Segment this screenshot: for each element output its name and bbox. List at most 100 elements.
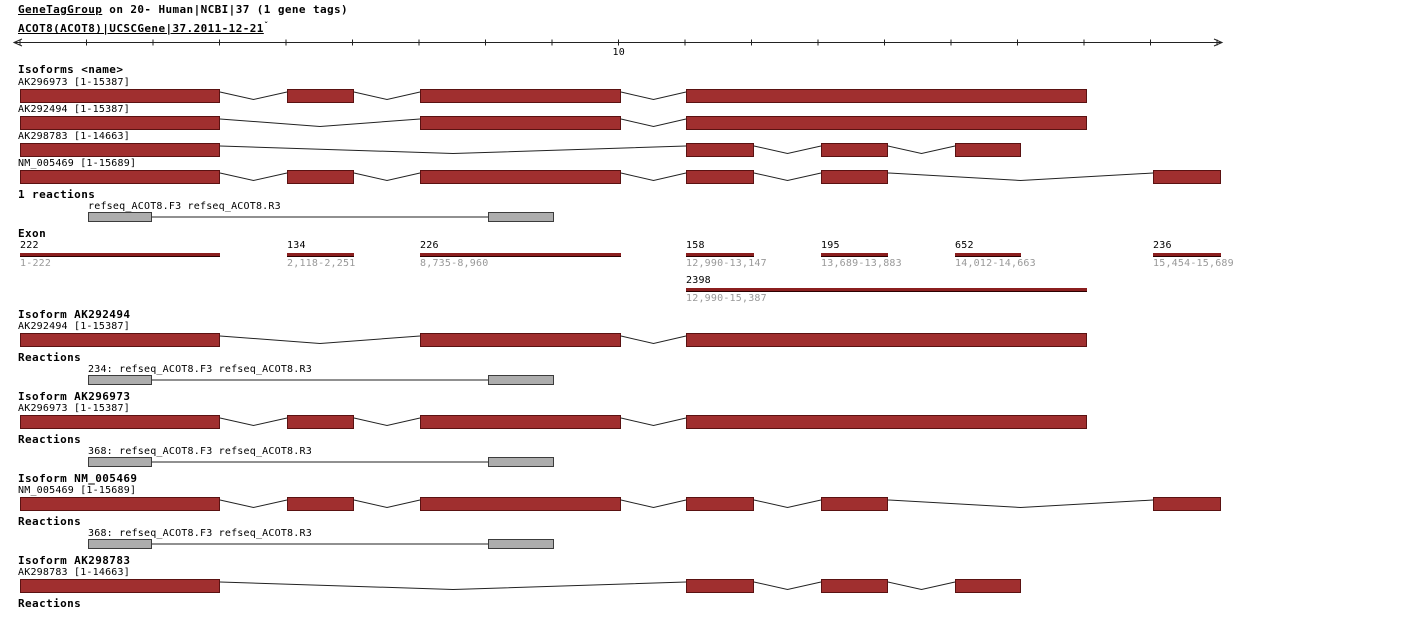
exon-box-AK292494-detail-2[interactable]	[420, 333, 621, 347]
exon-box-AK292494-3[interactable]	[686, 116, 1087, 130]
primer-box-2[interactable]	[488, 375, 554, 385]
intron-line	[353, 499, 421, 509]
exon-box-NM_005469-detail-6[interactable]	[1153, 497, 1221, 511]
exon-box-NM_005469-4[interactable]	[686, 170, 754, 184]
ruler-arrow-left	[12, 38, 23, 47]
isoform-label-AK296973-detail: AK296973 [1-15387]	[18, 403, 130, 414]
exon-box-AK296973-detail-1[interactable]	[20, 415, 220, 429]
primer-box-2[interactable]	[488, 539, 554, 549]
exon-length-label: 226	[420, 240, 439, 251]
exon-box-AK296973-detail-4[interactable]	[686, 415, 1087, 429]
reactions-count-heading: 1 reactions	[18, 188, 96, 201]
intron-line	[620, 417, 687, 427]
exon-box-NM_005469-2[interactable]	[287, 170, 354, 184]
gene-tag-group-link[interactable]: GeneTagGroup	[18, 3, 103, 16]
exon-range-label: 14,012-14,663	[955, 258, 1036, 269]
exon-box-NM_005469-detail-5[interactable]	[821, 497, 888, 511]
exon-heading: Exon	[18, 227, 47, 240]
intron-line	[753, 172, 822, 182]
exon-bar	[686, 288, 1087, 292]
exon-box-AK296973-3[interactable]	[420, 89, 621, 103]
exon-box-NM_005469-6[interactable]	[1153, 170, 1221, 184]
exon-box-AK296973-1[interactable]	[20, 89, 220, 103]
primer-box-2[interactable]	[488, 457, 554, 467]
exon-box-AK296973-detail-3[interactable]	[420, 415, 621, 429]
exon-length-label: 236	[1153, 240, 1172, 251]
exon-box-AK296973-4[interactable]	[686, 89, 1087, 103]
intron-line	[620, 335, 687, 345]
exon-range-label: 13,689-13,883	[821, 258, 902, 269]
exon-box-AK296973-2[interactable]	[287, 89, 354, 103]
view-title-rest: on 20- Human|NCBI|37 (1 gene tags)	[102, 3, 349, 16]
exon-length-label: 2398	[686, 275, 711, 286]
intron-line	[219, 118, 421, 128]
primer-box-1[interactable]	[88, 457, 152, 467]
exon-length-label: 222	[20, 240, 39, 251]
exon-range-label: 1-222	[20, 258, 52, 269]
exon-box-AK298783-detail-3[interactable]	[821, 579, 888, 593]
intron-line	[219, 581, 687, 591]
exon-bar	[955, 253, 1021, 257]
exon-bar	[686, 253, 754, 257]
isoform-label-AK292494-detail: AK292494 [1-15387]	[18, 321, 130, 332]
isoform-label-AK296973: AK296973 [1-15387]	[18, 77, 130, 88]
intron-line	[353, 417, 421, 427]
reactions-heading-4: Reactions	[18, 597, 82, 610]
ruler-major-label: 10	[612, 46, 625, 58]
exon-box-NM_005469-3[interactable]	[420, 170, 621, 184]
exon-bar	[420, 253, 621, 257]
exon-box-AK298783-detail-4[interactable]	[955, 579, 1021, 593]
exon-box-AK296973-detail-2[interactable]	[287, 415, 354, 429]
exon-box-AK292494-1[interactable]	[20, 116, 220, 130]
reactions-heading-3: Reactions	[18, 515, 82, 528]
exon-range-label: 8,735-8,960	[420, 258, 489, 269]
intron-line	[219, 91, 288, 101]
reaction-label: refseq_ACOT8.F3 refseq_ACOT8.R3	[88, 201, 281, 212]
exon-box-NM_005469-detail-4[interactable]	[686, 497, 754, 511]
exon-box-AK298783-2[interactable]	[686, 143, 754, 157]
exon-length-label: 158	[686, 240, 705, 251]
exon-length-label: 195	[821, 240, 840, 251]
reaction-label: 368: refseq_ACOT8.F3 refseq_ACOT8.R3	[88, 446, 312, 457]
intron-line	[887, 581, 956, 591]
exon-bar	[287, 253, 354, 257]
intron-line	[620, 499, 687, 509]
reaction-label: 368: refseq_ACOT8.F3 refseq_ACOT8.R3	[88, 528, 312, 539]
exon-box-AK298783-4[interactable]	[955, 143, 1021, 157]
intron-line	[887, 172, 1154, 182]
gene-title: ACOT8(ACOT8)|UCSCGene|37.2011-12-21ˇ	[18, 20, 269, 35]
intron-line	[353, 172, 421, 182]
exon-box-AK292494-2[interactable]	[420, 116, 621, 130]
primer-box-2[interactable]	[488, 212, 554, 222]
exon-box-NM_005469-5[interactable]	[821, 170, 888, 184]
isoform-label-NM_005469: NM_005469 [1-15689]	[18, 158, 137, 169]
primer-box-1[interactable]	[88, 539, 152, 549]
exon-box-AK298783-3[interactable]	[821, 143, 888, 157]
exon-box-NM_005469-detail-3[interactable]	[420, 497, 621, 511]
exon-box-AK298783-detail-1[interactable]	[20, 579, 220, 593]
intron-line	[353, 91, 421, 101]
exon-box-NM_005469-detail-1[interactable]	[20, 497, 220, 511]
reactions-heading-1: Reactions	[18, 351, 82, 364]
intron-line	[753, 581, 822, 591]
exon-range-label: 12,990-15,387	[686, 293, 767, 304]
reactions-heading-2: Reactions	[18, 433, 82, 446]
isoform-nm005469-heading: Isoform NM_005469	[18, 472, 138, 485]
primer-box-1[interactable]	[88, 212, 152, 222]
exon-box-AK292494-detail-3[interactable]	[686, 333, 1087, 347]
exon-range-label: 2,118-2,251	[287, 258, 356, 269]
intron-line	[887, 145, 956, 155]
isoform-label-AK298783-detail: AK298783 [1-14663]	[18, 567, 130, 578]
exon-length-label: 134	[287, 240, 306, 251]
intron-line	[219, 335, 421, 345]
primer-box-1[interactable]	[88, 375, 152, 385]
exon-box-AK298783-detail-2[interactable]	[686, 579, 754, 593]
gene-link[interactable]: ACOT8(ACOT8)|UCSCGene|37.2011-12-21	[18, 22, 264, 35]
exon-box-NM_005469-1[interactable]	[20, 170, 220, 184]
exon-box-AK292494-detail-1[interactable]	[20, 333, 220, 347]
exon-bar	[821, 253, 888, 257]
exon-box-NM_005469-detail-2[interactable]	[287, 497, 354, 511]
intron-line	[753, 499, 822, 509]
exon-box-AK298783-1[interactable]	[20, 143, 220, 157]
